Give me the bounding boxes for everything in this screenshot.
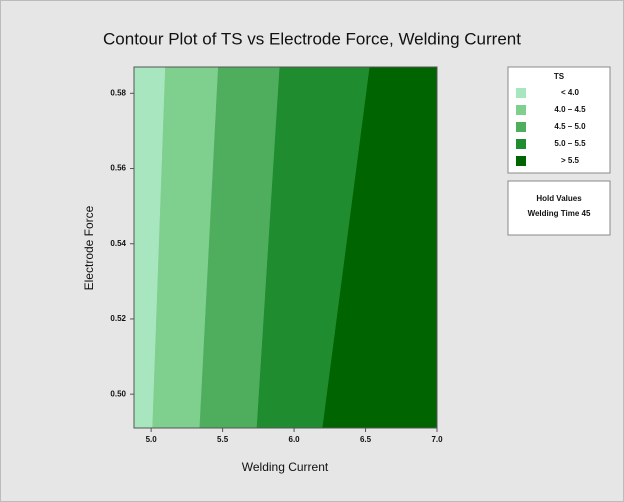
hold-title: Hold Values <box>536 194 582 203</box>
legend-label: 5.0 – 5.5 <box>554 139 586 148</box>
legend-swatch <box>516 156 526 166</box>
legend-swatch <box>516 105 526 115</box>
y-tick-label: 0.50 <box>110 389 126 398</box>
y-tick-label: 0.54 <box>110 239 126 248</box>
legend-title: TS <box>554 72 565 81</box>
x-tick-label: 5.0 <box>146 435 158 444</box>
x-tick-label: 5.5 <box>217 435 229 444</box>
legend-swatch <box>516 122 526 132</box>
plot-frame <box>133 66 438 429</box>
legend-box <box>507 66 611 174</box>
x-tick-label: 6.5 <box>360 435 372 444</box>
chart-title: Contour Plot of TS vs Electrode Force, W… <box>103 29 521 48</box>
legend-label: < 4.0 <box>561 88 580 97</box>
legend-swatch <box>516 139 526 149</box>
legend-swatch <box>516 88 526 98</box>
x-axis-label: Welding Current <box>242 460 329 474</box>
hold-text: Welding Time 45 <box>528 209 591 218</box>
y-tick-label: 0.56 <box>110 164 126 173</box>
y-axis-label: Electrode Force <box>82 205 96 290</box>
x-tick-label: 7.0 <box>431 435 443 444</box>
legend-label: 4.0 – 4.5 <box>554 105 586 114</box>
x-tick-label: 6.0 <box>289 435 301 444</box>
legend-label: 4.5 – 5.0 <box>554 122 586 131</box>
y-tick-label: 0.52 <box>110 314 126 323</box>
hold-box <box>507 180 611 236</box>
legend-label: > 5.5 <box>561 156 580 165</box>
y-tick-label: 0.58 <box>110 88 126 97</box>
